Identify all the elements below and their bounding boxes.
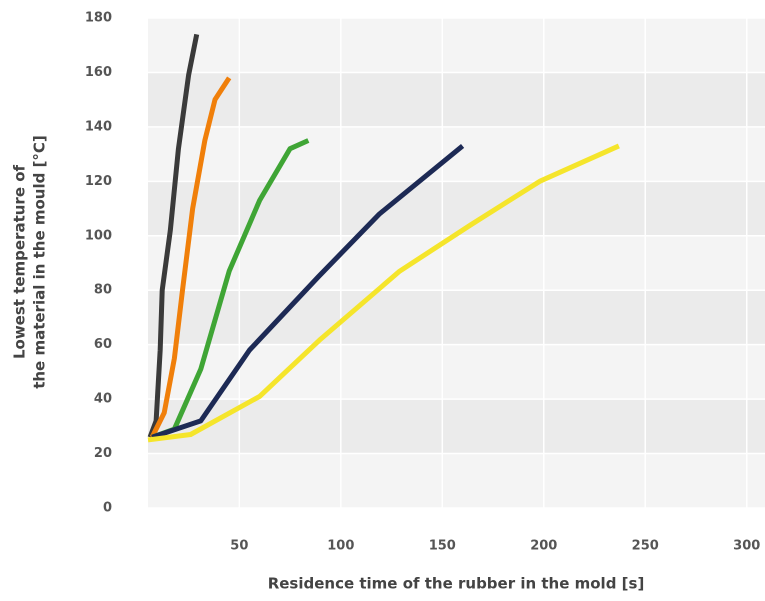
y-tick-label: 40 — [94, 392, 112, 407]
band — [148, 399, 765, 454]
x-tick-label: 250 — [632, 539, 659, 554]
band — [148, 290, 765, 345]
y-tick-label: 80 — [94, 283, 112, 298]
y-tick-label: 60 — [94, 337, 112, 352]
x-tick-label: 50 — [230, 539, 248, 554]
y-tick-label: 180 — [85, 11, 112, 26]
y-tick-label: 120 — [85, 174, 112, 189]
band — [148, 72, 765, 127]
y-tick-label: 100 — [85, 228, 112, 243]
x-axis-title: Residence time of the rubber in the mold… — [268, 575, 645, 593]
y-tick-label: 0 — [103, 501, 112, 516]
line — [149, 76, 232, 439]
band — [148, 181, 765, 236]
y-axis-title: Lowest temperature of — [11, 164, 29, 359]
y-tick-label: 140 — [85, 119, 112, 134]
line — [147, 143, 620, 443]
line — [151, 144, 465, 440]
y-tick-label: 160 — [85, 65, 112, 80]
x-tick-label: 200 — [530, 539, 557, 554]
y-tick-label: 20 — [94, 446, 112, 461]
y-axis-title: the material in the mould [°C] — [31, 135, 49, 389]
line — [147, 33, 200, 439]
x-tick-label: 150 — [429, 539, 456, 554]
x-tick-label: 100 — [327, 539, 354, 554]
x-tick-label: 300 — [733, 539, 760, 554]
